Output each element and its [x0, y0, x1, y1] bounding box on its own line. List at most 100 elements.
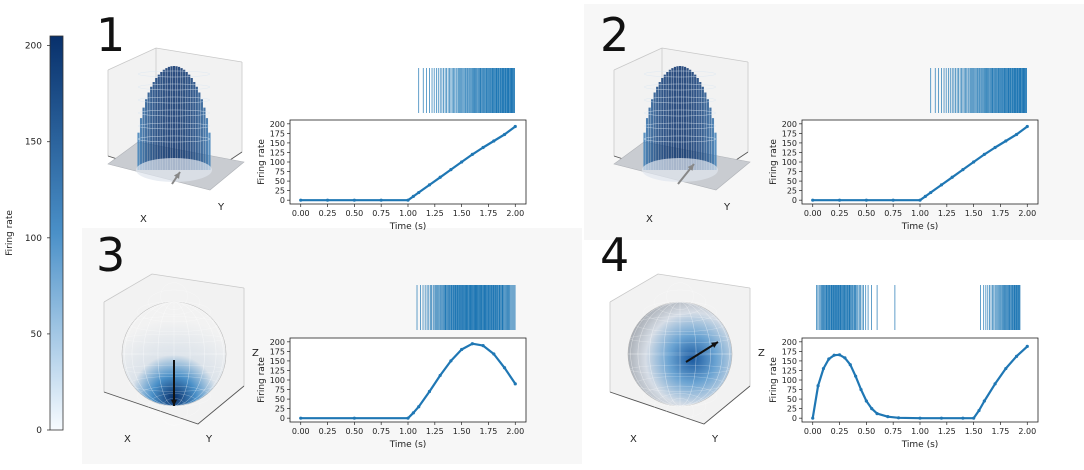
sphere-longitude-8	[637, 301, 723, 407]
surface-base	[136, 158, 212, 182]
direction-arrow-head	[173, 172, 180, 179]
spike-raster-1	[418, 68, 515, 113]
data-point-0	[299, 198, 303, 202]
sphere-longitude-4	[663, 301, 697, 407]
sphere-longitude-6	[663, 301, 697, 407]
sphere-longitude-3	[649, 301, 711, 407]
y-tick-label-0: 0	[792, 414, 797, 423]
x-tick-label-7: 1.75	[480, 427, 498, 436]
x-tick-label-6: 1.50	[965, 427, 983, 436]
colorbar-tick-label-0: 0	[36, 426, 42, 436]
firing-rate-chart-1: 0.00 0.25 0.50 0.75 1.00 1.25 1.50 1.75 2.00 0255…	[257, 119, 527, 232]
data-point-4	[406, 198, 410, 202]
data-point-2	[821, 366, 826, 371]
x-tick-label-7: 1.75	[992, 209, 1010, 218]
x-tick-label-0: 0.00	[804, 209, 822, 218]
y-tick-label-2: 50	[275, 177, 285, 186]
y-tick-label-0: 0	[280, 414, 285, 423]
y-tick-label-6: 150	[270, 357, 285, 366]
axis-label-z: Z	[252, 348, 259, 359]
data-point-8	[950, 175, 954, 179]
x-tick-label-5: 1.25	[426, 427, 444, 436]
sphere-latitude-8	[634, 376, 726, 392]
data-point-5	[837, 353, 842, 357]
y-tick-label-5: 125	[270, 366, 285, 375]
spike-raster-2	[930, 68, 1027, 113]
data-point-12	[993, 145, 997, 150]
surface-base	[642, 158, 718, 182]
axes-edge-bottom	[103, 385, 245, 425]
x-tick-label-3: 0.75	[884, 209, 902, 218]
y-axis-label: Firing rate	[769, 357, 779, 403]
surface-ring-1	[643, 83, 717, 91]
x-tick-label-1: 0.25	[831, 427, 849, 436]
y-tick-label-1: 25	[275, 405, 285, 414]
x-tick-label-5: 1.25	[938, 427, 956, 436]
data-point-7	[427, 183, 432, 187]
y-tick-label-2: 50	[275, 395, 285, 404]
x-tick-label-1: 0.25	[319, 427, 337, 436]
data-point-15	[918, 416, 922, 420]
sphere-latitude-4	[128, 316, 220, 332]
plot-area	[801, 119, 1039, 205]
data-point-9	[961, 168, 965, 172]
axis-label-y: Y	[217, 202, 225, 213]
plot-area	[801, 337, 1039, 423]
sphere-latitude-2	[147, 289, 201, 315]
y-tick-label-8: 200	[270, 120, 285, 129]
sphere-latitude-3	[136, 301, 212, 323]
sphere-longitude-2	[637, 301, 723, 407]
data-point-13	[886, 415, 890, 419]
y-tick-label-7: 175	[270, 347, 285, 356]
surface-ring-0	[643, 70, 717, 78]
sphere-latitude-4	[634, 316, 726, 332]
data-point-15	[1025, 124, 1029, 129]
data-point-14	[502, 132, 507, 137]
data-point-9	[859, 387, 863, 392]
y-tick-label-3: 75	[275, 386, 285, 395]
data-point-6	[417, 190, 421, 195]
data-point-11	[870, 407, 874, 411]
colorbar-label: Firing rate	[5, 210, 15, 256]
x-tick-label-2: 0.50	[345, 427, 363, 436]
data-point-6	[929, 190, 933, 195]
data-point-16	[939, 416, 944, 420]
x-tick-label-6: 1.50	[453, 209, 471, 218]
x-tick-label-3: 0.75	[372, 209, 390, 218]
x-tick-label-8: 2.00	[1018, 427, 1036, 436]
series-line	[300, 125, 516, 202]
data-point-15	[513, 124, 517, 129]
direction-arrow-head	[170, 399, 178, 406]
data-point-12	[481, 145, 485, 150]
y-tick-label-3: 75	[275, 168, 285, 177]
x-tick-label-4: 1.00	[399, 209, 417, 218]
data-point-8	[460, 347, 464, 352]
y-tick-label-0: 0	[280, 196, 285, 205]
x-tick-label-2: 0.50	[857, 209, 875, 218]
sphere-latitude-6	[121, 352, 227, 356]
x-tick-label-2: 0.50	[857, 427, 875, 436]
y-tick-label-4: 100	[782, 158, 797, 167]
data-point-7	[939, 183, 944, 187]
panel-number-1: 1	[96, 8, 126, 62]
colorbar-tick-label-1: 50	[31, 330, 43, 340]
data-point-2	[406, 416, 410, 420]
panel-number-4: 4	[600, 228, 630, 282]
surface-ring-1	[137, 83, 211, 91]
x-tick-label-8: 2.00	[1018, 209, 1036, 218]
y-tick-label-2: 50	[787, 177, 797, 186]
x-tick-label-8: 2.00	[506, 427, 524, 436]
x-tick-label-0: 0.00	[292, 209, 310, 218]
data-point-12	[875, 412, 879, 416]
data-point-13	[492, 139, 496, 143]
surface-ring-2	[137, 96, 211, 104]
y-tick-label-4: 100	[270, 158, 285, 167]
y-tick-label-5: 125	[270, 148, 285, 157]
data-point-10	[460, 160, 464, 164]
sphere-latitude-1	[666, 282, 694, 311]
panel-number-3: 3	[96, 228, 126, 282]
direction-arrow-head	[711, 342, 718, 348]
colorbar-tick-label-2: 100	[25, 234, 42, 244]
y-tick-label-7: 175	[270, 129, 285, 138]
data-point-11	[492, 352, 496, 356]
